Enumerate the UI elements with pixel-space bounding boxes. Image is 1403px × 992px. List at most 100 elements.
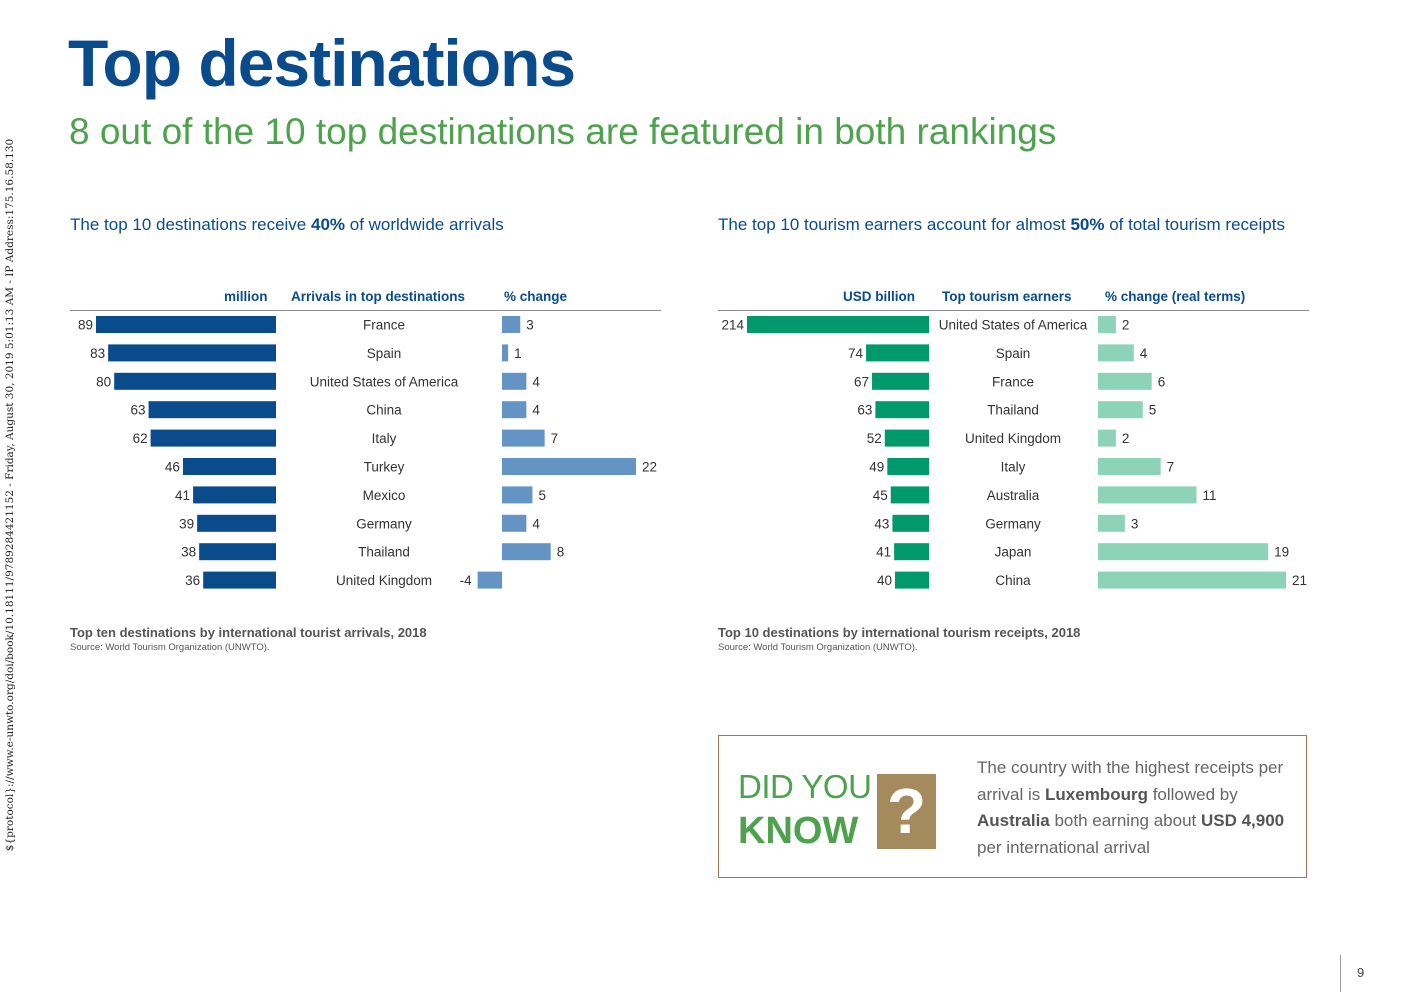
receipts-category-label: Germany: [985, 516, 1041, 531]
receipts-change-label: 7: [1167, 460, 1175, 475]
arrivals-change-label: 4: [532, 516, 540, 531]
arrivals-col-label: Arrivals in top destinations: [291, 289, 466, 304]
receipts-change-bar: [1098, 486, 1197, 504]
receipts-category-label: Australia: [987, 488, 1040, 503]
arrivals-value-label: 41: [175, 488, 190, 503]
receipts-heading: The top 10 tourism earners account for a…: [718, 215, 1285, 234]
receipts-value-label: 214: [721, 318, 744, 333]
receipts-col-label: Top tourism earners: [942, 289, 1072, 304]
arrivals-value-bar: [193, 486, 276, 504]
receipts-change-bar: [1098, 571, 1286, 589]
receipts-heading-bold: 50%: [1070, 215, 1105, 234]
did-you-know-bold-2: Australia: [977, 811, 1050, 831]
did-you-know-bold-3: USD 4,900: [1200, 811, 1285, 831]
receipts-change-bar: [1098, 543, 1269, 561]
receipts-change-bar: [1098, 401, 1143, 419]
arrivals-category-label: United States of America: [310, 374, 459, 389]
receipts-change-label: 11: [1202, 488, 1216, 503]
arrivals-value-label: 38: [181, 545, 196, 560]
receipts-category-label: United Kingdom: [965, 431, 1061, 446]
receipts-value-bar: [747, 316, 929, 333]
arrivals-change-bar: [502, 372, 527, 390]
receipts-value-bar: [875, 401, 929, 419]
page-number-rule: [1340, 955, 1341, 992]
arrivals-category-label: Germany: [356, 516, 412, 531]
receipts-category-label: China: [995, 573, 1031, 588]
arrivals-change-label: -4: [460, 573, 472, 588]
receipts-value-bar: [887, 458, 929, 475]
did-you-know-box: [718, 735, 1307, 878]
receipts-header-rule: [718, 310, 1309, 311]
arrivals-heading-bold: 40%: [310, 215, 346, 234]
receipts-col-value: USD billion: [843, 289, 915, 304]
receipts-value-label: 41: [876, 545, 891, 560]
arrivals-value-bar: [150, 429, 276, 447]
receipts-value-label: 74: [848, 346, 864, 361]
receipts-value-label: 52: [867, 431, 882, 446]
arrivals-category-label: Italy: [372, 431, 397, 446]
page-title: Top destinations: [68, 26, 576, 100]
receipts-value-label: 45: [873, 488, 888, 503]
arrivals-value-bar: [203, 571, 276, 589]
receipts-value-label: 63: [857, 403, 872, 418]
arrivals-category-label: United Kingdom: [336, 573, 432, 588]
receipts-change-label: 21: [1292, 573, 1307, 588]
receipts-value-label: 49: [869, 460, 884, 475]
arrivals-category-label: France: [363, 318, 405, 333]
did-you-know-line1: DID YOU: [738, 768, 872, 805]
page-subtitle: 8 out of the 10 top destinations are fea…: [69, 111, 1057, 152]
receipts-change-bar: [1098, 514, 1125, 532]
arrivals-change-label: 4: [532, 403, 540, 418]
receipts-change-label: 2: [1122, 318, 1130, 333]
receipts-change-label: 3: [1131, 516, 1139, 531]
receipts-category-label: United States of America: [939, 318, 1088, 333]
receipts-value-bar: [894, 543, 929, 561]
receipts-change-bar: [1098, 344, 1134, 362]
did-you-know-bold-1: Luxembourg: [1045, 784, 1148, 804]
arrivals-value-label: 89: [78, 318, 93, 333]
arrivals-value-bar: [199, 543, 276, 561]
arrivals-change-bar: [502, 429, 545, 447]
receipts-category-label: France: [992, 374, 1034, 389]
arrivals-value-label: 80: [96, 374, 111, 389]
receipts-value-label: 67: [854, 374, 869, 389]
arrivals-category-label: Mexico: [363, 488, 406, 503]
arrivals-caption: Top ten destinations by international to…: [70, 625, 427, 640]
arrivals-change-bar: [502, 486, 533, 504]
arrivals-value-label: 36: [185, 573, 200, 588]
receipts-caption: Top 10 destinations by international tou…: [718, 625, 1081, 640]
arrivals-value-label: 39: [179, 516, 194, 531]
did-you-know-line2: KNOW: [738, 810, 859, 852]
arrivals-col-value: million: [224, 289, 268, 304]
receipts-change-label: 4: [1140, 346, 1148, 361]
arrivals-category-label: Thailand: [358, 545, 410, 560]
page-number: 9: [1357, 965, 1365, 980]
receipts-value-label: 43: [874, 516, 889, 531]
arrivals-col-change: % change: [504, 289, 568, 304]
receipts-category-label: Thailand: [987, 403, 1039, 418]
arrivals-change-label: 4: [532, 374, 540, 389]
arrivals-change-bar: [502, 344, 509, 362]
receipts-change-label: 6: [1158, 374, 1166, 389]
receipts-value-bar: [866, 344, 929, 362]
receipts-change-bar: [1098, 316, 1116, 333]
arrivals-source: Source: World Tourism Organization (UNWT…: [70, 642, 270, 653]
arrivals-value-bar: [148, 401, 276, 419]
arrivals-value-bar: [197, 514, 276, 532]
receipts-category-label: Italy: [1001, 460, 1026, 475]
receipts-value-bar: [890, 486, 929, 504]
arrivals-change-bar: [502, 514, 527, 532]
arrivals-header-rule: [70, 310, 661, 311]
arrivals-value-label: 63: [131, 403, 146, 418]
arrivals-change-bar: [502, 401, 527, 419]
arrivals-value-bar: [96, 316, 276, 333]
arrivals-category-label: China: [366, 403, 402, 418]
arrivals-value-label: 46: [165, 460, 180, 475]
arrivals-value-bar: [108, 344, 277, 362]
arrivals-category-label: Spain: [367, 346, 402, 361]
arrivals-category-label: Turkey: [364, 460, 405, 475]
arrivals-change-label: 8: [557, 545, 565, 560]
arrivals-value-label: 62: [133, 431, 148, 446]
receipts-change-bar: [1098, 429, 1116, 447]
